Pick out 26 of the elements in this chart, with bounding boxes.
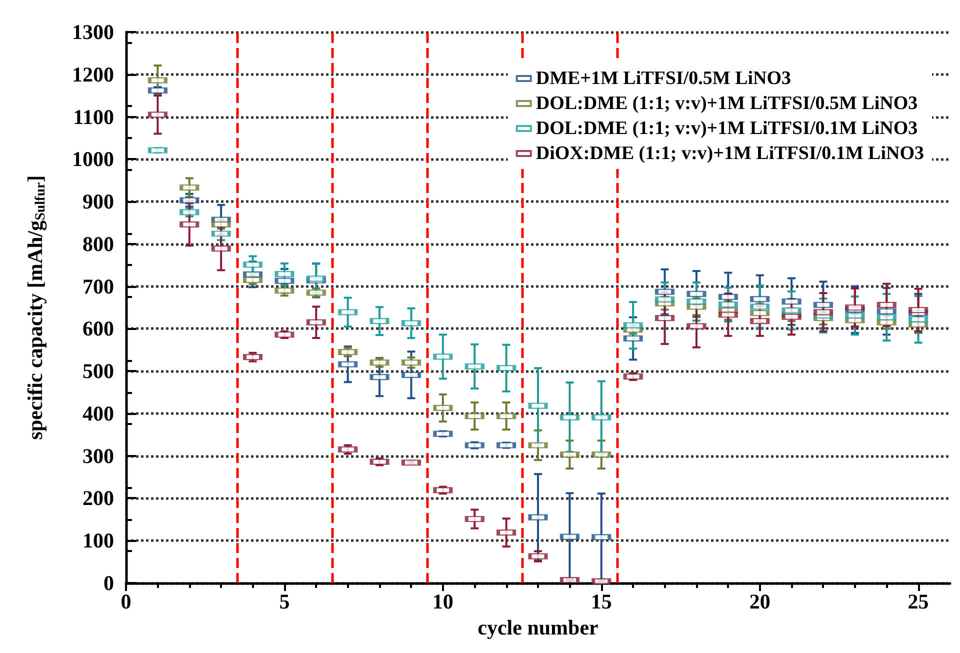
y-tick-label: 0: [104, 571, 114, 595]
x-tick-label: 0: [120, 590, 132, 614]
y-tick-label: 300: [82, 444, 114, 468]
legend-label: DOL:DME (1:1; v:v)+1M LiTFSI/0.1M LiNO3: [536, 118, 918, 139]
x-tick-label: 10: [432, 590, 454, 614]
legend-label: DiOX:DME (1:1; v:v)+1M LiTFSI/0.1M LiNO3: [536, 143, 924, 164]
x-tick-label: 15: [590, 590, 612, 614]
y-axis-title: specific capacity [mAh/gSulfur]: [23, 175, 48, 440]
x-tick-label: 25: [908, 590, 929, 614]
y-tick-label: 600: [82, 316, 114, 341]
y-tick-label: 400: [82, 401, 114, 426]
legend-label: DOL:DME (1:1; v:v)+1M LiTFSI/0.5M LiNO3: [536, 93, 918, 114]
x-axis-title: cycle number: [478, 615, 598, 640]
y-tick-label: 800: [82, 232, 114, 256]
y-tick-label: 500: [82, 359, 114, 384]
y-tick-label: 100: [82, 528, 114, 553]
y-tick-label: 1200: [72, 62, 114, 86]
x-tick-label: 20: [749, 590, 770, 614]
y-tick-label: 1300: [72, 20, 114, 44]
y-tick-label: 900: [82, 190, 114, 214]
y-tick-label: 700: [82, 274, 114, 298]
y-tick-label: 1000: [72, 147, 114, 172]
y-tick-label: 1100: [73, 104, 114, 129]
x-tick-label: 5: [279, 590, 290, 614]
legend-label: DME+1M LiTFSI/0.5M LiNO3: [536, 68, 792, 89]
y-tick-label: 200: [82, 486, 114, 510]
